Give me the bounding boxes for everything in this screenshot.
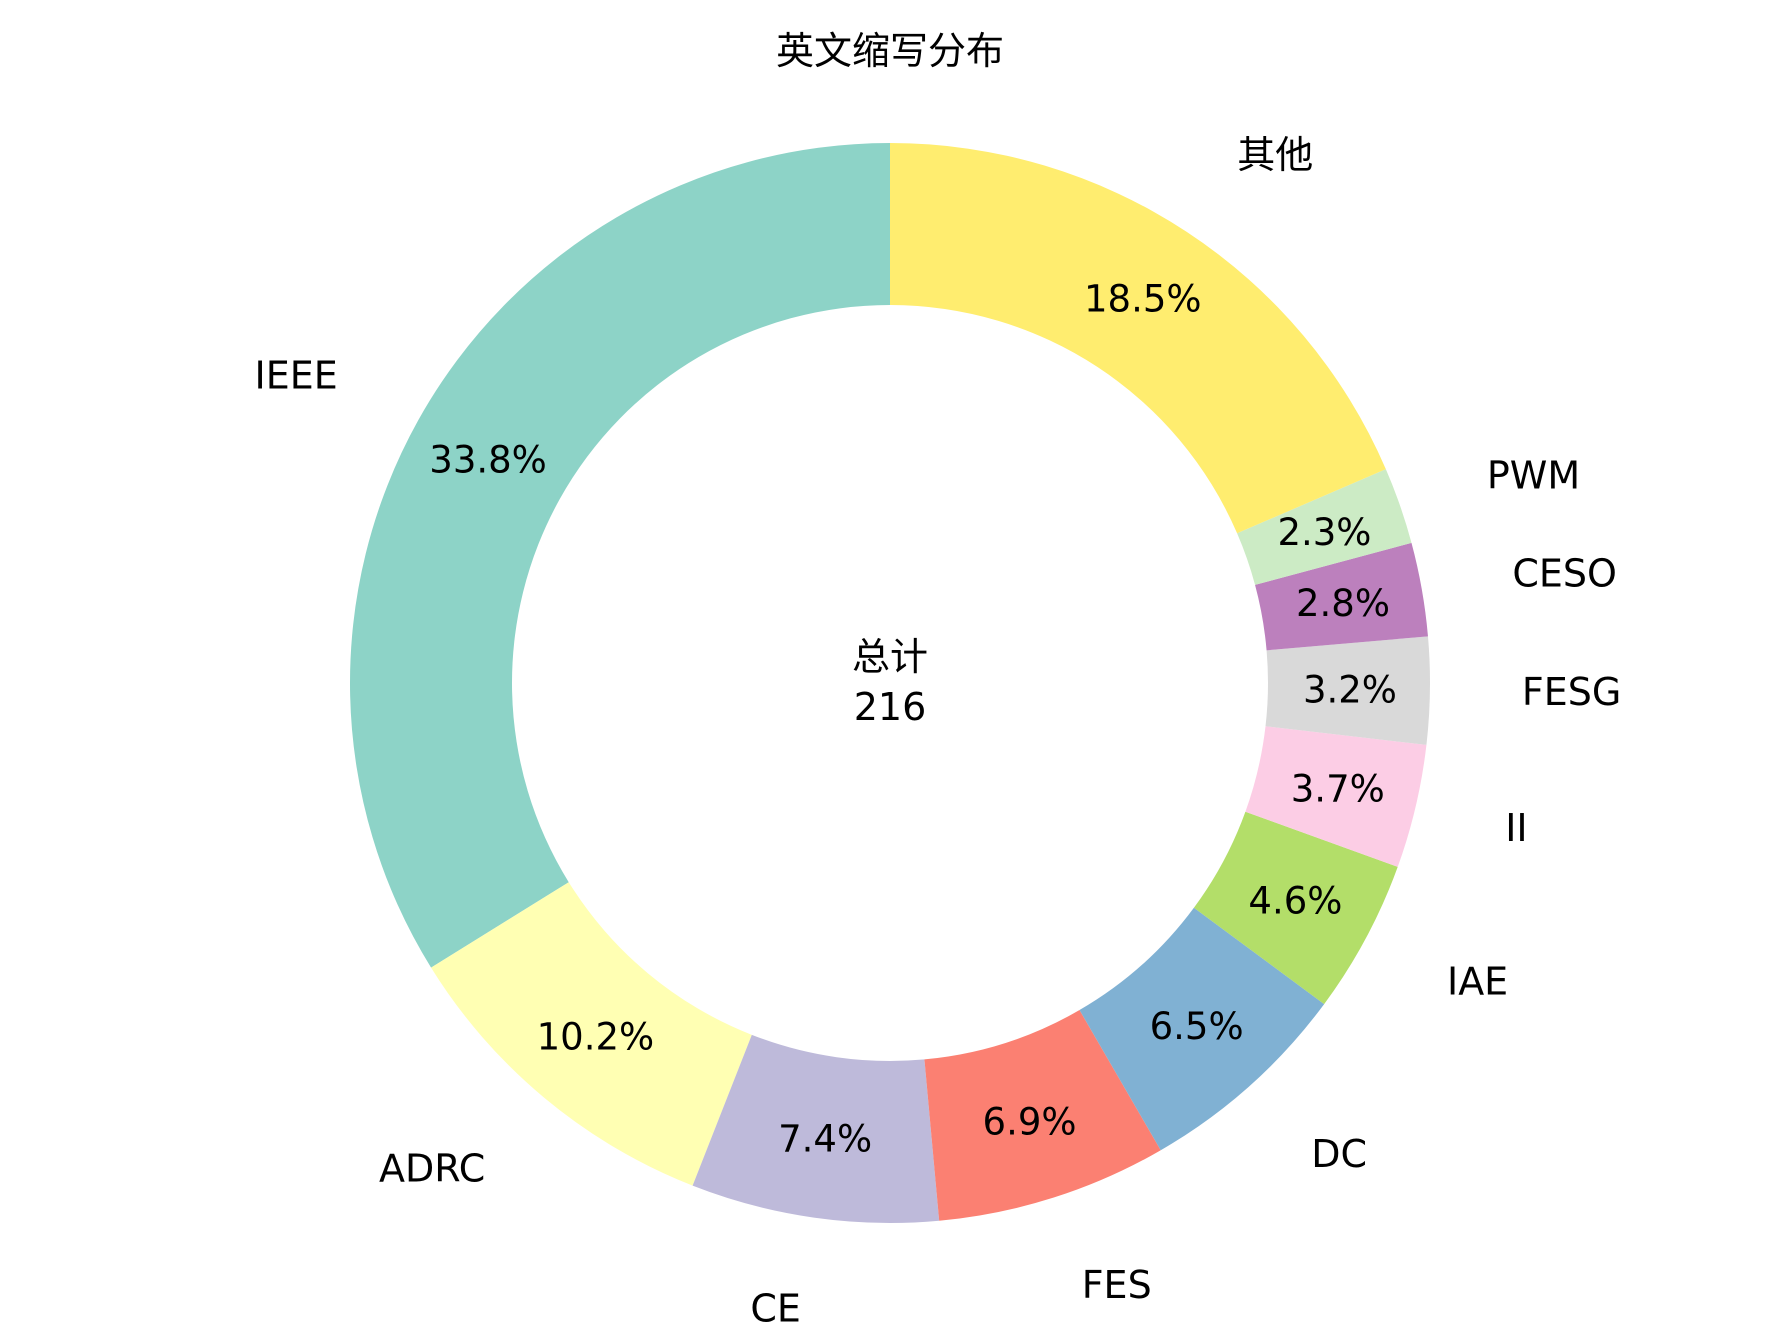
slice-percent-label: 33.8% xyxy=(429,438,547,481)
donut-slice xyxy=(350,143,890,968)
slice-category-label: DC xyxy=(1311,1132,1367,1176)
donut-slice xyxy=(1079,907,1325,1151)
donut-slice xyxy=(1193,811,1398,1005)
slice-category-label: FES xyxy=(1082,1263,1152,1307)
slice-category-label: CE xyxy=(750,1287,801,1322)
slice-percent-label: 6.5% xyxy=(1150,1005,1244,1048)
donut-slice xyxy=(890,143,1386,534)
donut-slice xyxy=(692,1034,940,1223)
slice-category-label: 其他 xyxy=(1237,133,1313,177)
center-total-label: 总计 xyxy=(852,635,928,679)
donut-slice xyxy=(1265,636,1430,745)
slice-category-label: II xyxy=(1505,806,1527,850)
slice-category-label: PWM xyxy=(1487,453,1580,497)
donut-slice xyxy=(1237,469,1412,585)
slices-layer xyxy=(350,143,1430,1223)
donut-slice xyxy=(924,1010,1161,1221)
donut-slice xyxy=(1245,726,1427,867)
slice-percent-label: 6.9% xyxy=(983,1100,1077,1143)
slice-category-label: ADRC xyxy=(379,1146,485,1190)
slice-category-label: CESO xyxy=(1512,551,1617,595)
slice-percent-label: 2.3% xyxy=(1277,511,1371,554)
labels-layer: 33.8% IEEE 10.2% ADRC 7.4% CE 6.9% FES 6.5% DC 4.6… xyxy=(255,133,1622,1322)
slice-percent-label: 3.7% xyxy=(1291,767,1385,810)
slice-category-label: IAE xyxy=(1447,960,1508,1004)
slice-percent-label: 7.4% xyxy=(778,1117,872,1160)
donut-slice xyxy=(1255,542,1428,651)
slice-percent-label: 2.8% xyxy=(1296,582,1390,625)
slice-category-label: IEEE xyxy=(255,354,338,398)
slice-percent-label: 18.5% xyxy=(1084,278,1202,321)
donut-slice xyxy=(431,882,752,1186)
slice-percent-label: 10.2% xyxy=(537,1015,655,1058)
slice-category-label: FESG xyxy=(1522,670,1621,714)
center-total-value: 216 xyxy=(854,685,927,729)
slice-percent-label: 4.6% xyxy=(1248,879,1342,922)
chart-title: 英文缩写分布 xyxy=(776,29,1004,73)
slice-percent-label: 3.2% xyxy=(1303,669,1397,712)
